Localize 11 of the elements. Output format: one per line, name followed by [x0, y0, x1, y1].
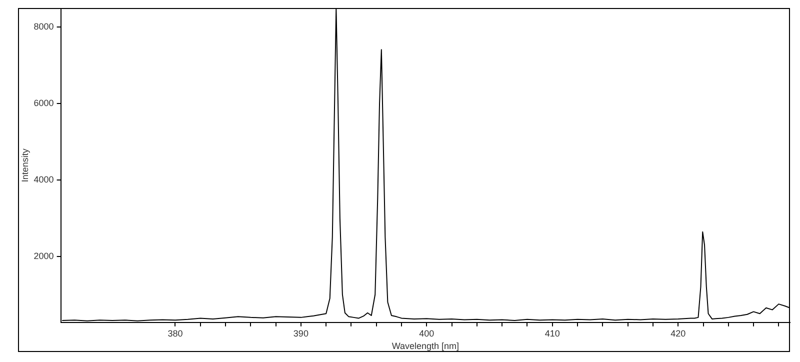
x-tick-label: 400 [419, 328, 434, 338]
x-tick-label: 390 [293, 328, 308, 338]
y-tick-label: 4000 [34, 174, 54, 184]
y-tick-label: 6000 [34, 98, 54, 108]
x-tick-label: 380 [168, 328, 183, 338]
y-axis-title: Intensity [20, 148, 30, 182]
y-tick-label: 8000 [34, 22, 54, 32]
y-tick-label: 2000 [34, 250, 54, 261]
x-axis-title: Wavelength [nm] [392, 341, 460, 352]
x-tick-label: 410 [544, 328, 560, 338]
x-tick-label: 420 [670, 328, 686, 338]
